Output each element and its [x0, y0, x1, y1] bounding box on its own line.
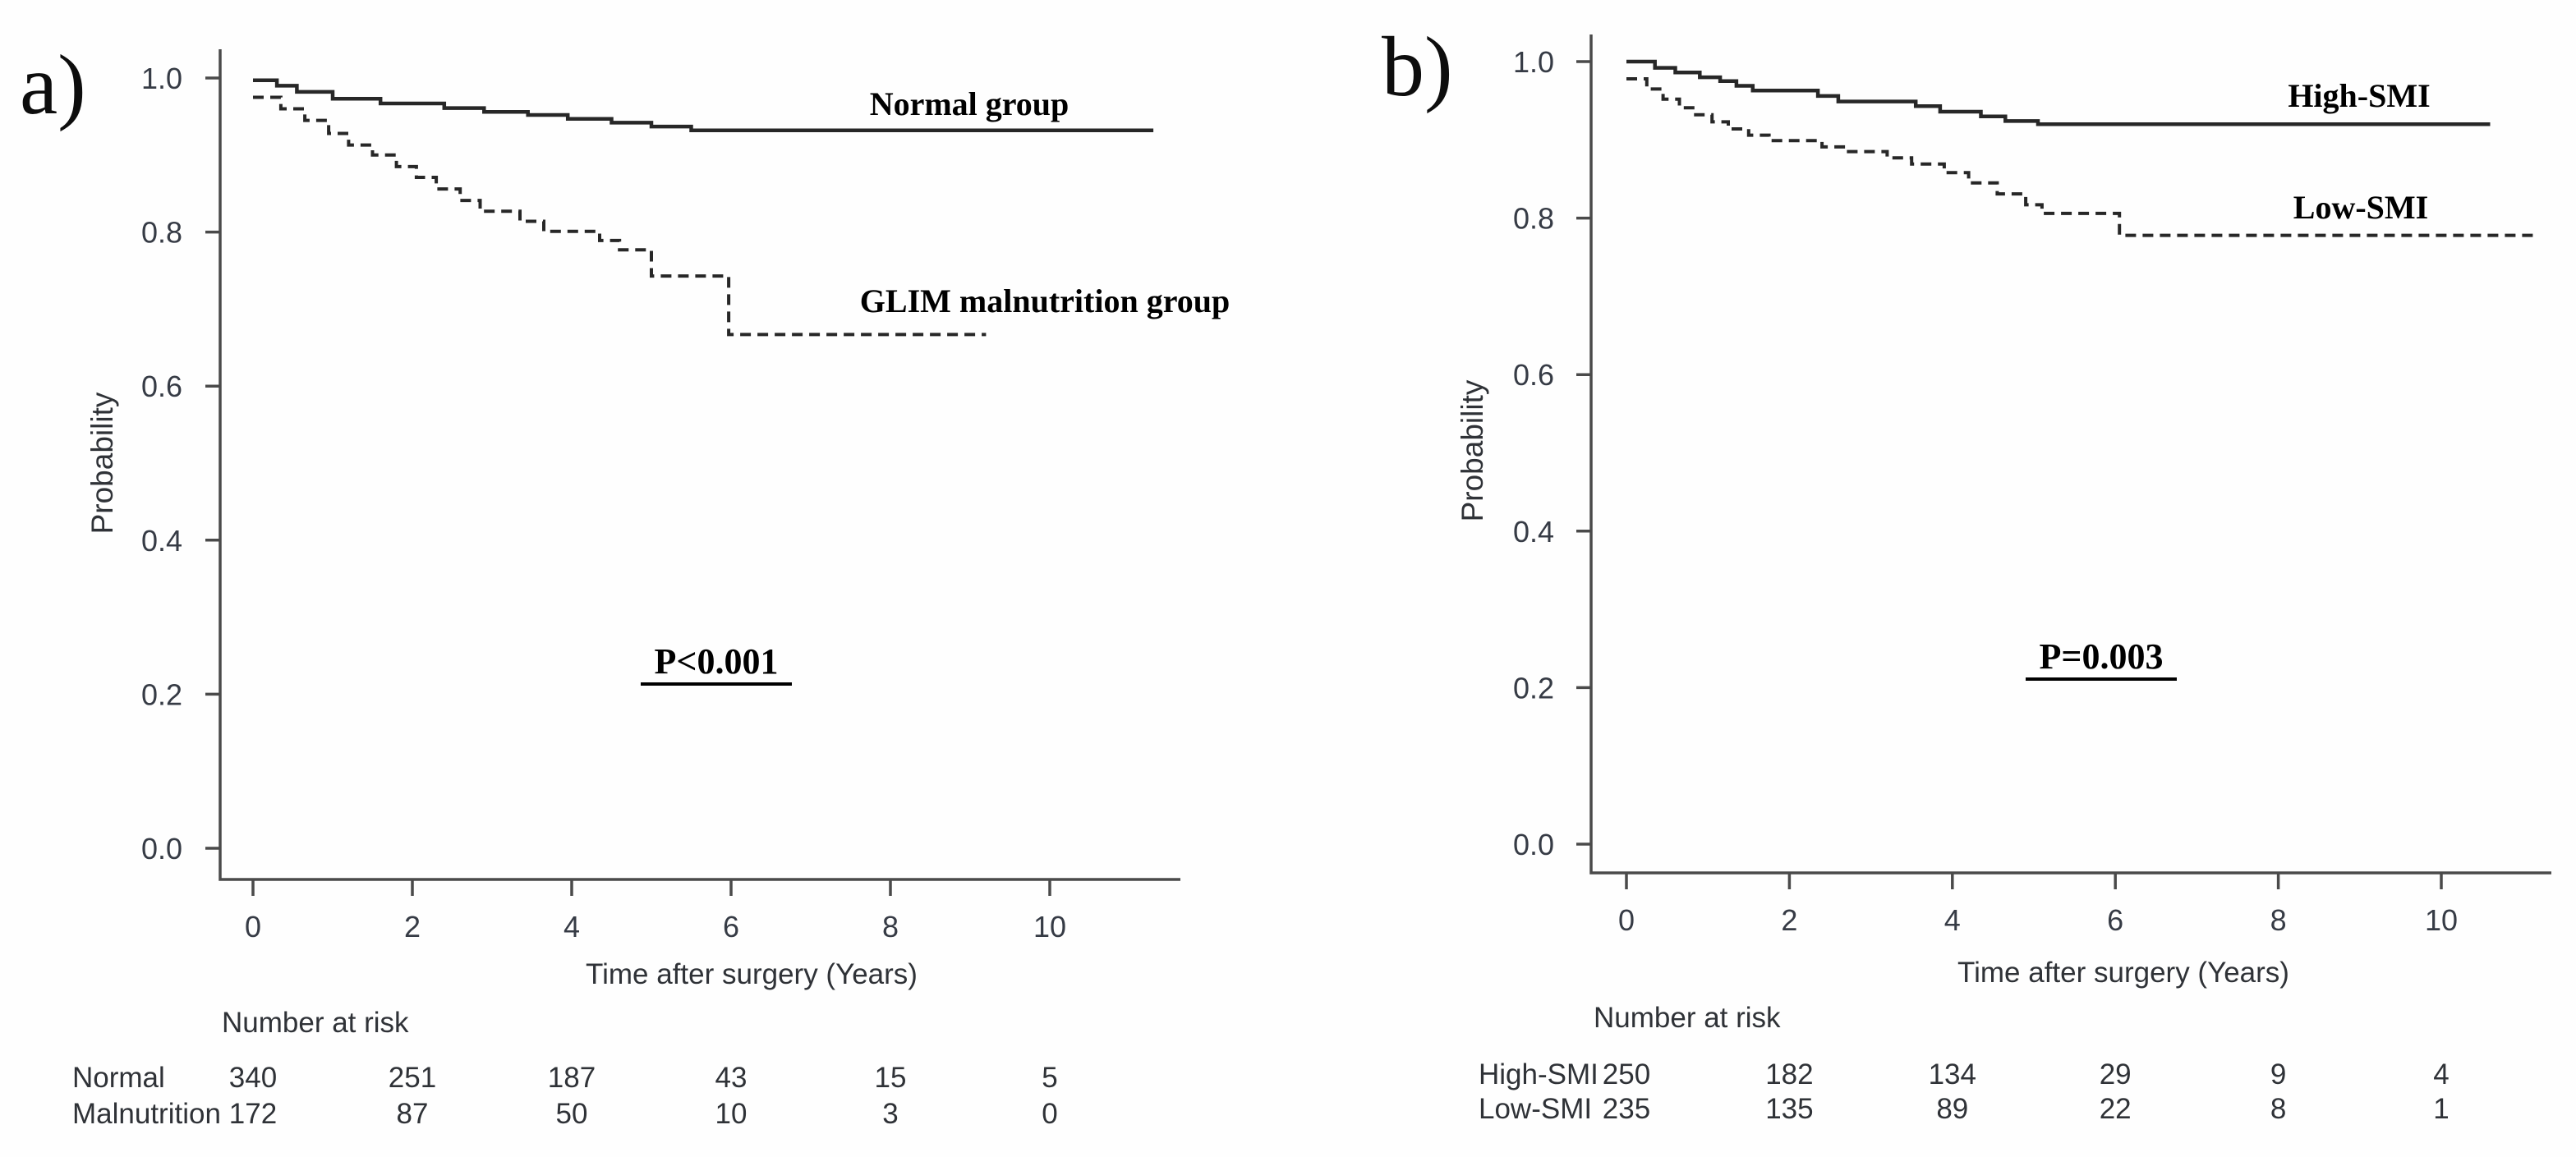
- x-tick-label: 0: [245, 910, 261, 944]
- survival-curve-solid: [1626, 59, 2491, 126]
- x-tick-label: 6: [2107, 903, 2123, 937]
- risk-count: 235: [1603, 1093, 1650, 1125]
- axes-lines: [218, 49, 1180, 881]
- risk-row-label: Malnutrition: [72, 1098, 221, 1130]
- risk-count: 87: [397, 1098, 429, 1130]
- panel-b-chart: 1.0 0.8 0.6 0.4 0.2 0.0 0 2 4 6 8 10 Time after surg…: [1456, 34, 2551, 1125]
- x-tick-label: 10: [2425, 903, 2458, 937]
- risk-count: 0: [1042, 1098, 1057, 1130]
- risk-count: 50: [556, 1098, 588, 1130]
- y-axis-title: Probability: [85, 392, 119, 534]
- y-tick-label: 0.6: [1513, 358, 1554, 392]
- x-tick-label: 2: [404, 910, 421, 944]
- risk-count: 182: [1765, 1058, 1813, 1090]
- panel-a-chart: 1.0 0.8 0.6 0.4 0.2 0.0 0 2 4 6 8 10 Time after surg…: [72, 49, 1230, 1130]
- risk-count: 135: [1765, 1093, 1813, 1125]
- y-tick-label: 0.0: [1513, 828, 1554, 861]
- risk-count: 251: [389, 1062, 436, 1094]
- risk-count: 172: [229, 1098, 277, 1130]
- legend-label: Normal group: [870, 85, 1070, 122]
- y-tick-label: 0.2: [1513, 671, 1554, 705]
- y-tick-label: 0.4: [1513, 515, 1554, 549]
- risk-count: 8: [2270, 1093, 2286, 1125]
- risk-count: 43: [715, 1062, 748, 1094]
- risk-row-label: High-SMI: [1479, 1058, 1598, 1090]
- risk-count: 187: [548, 1062, 596, 1094]
- x-tick-label: 4: [564, 910, 580, 944]
- risk-count: 89: [1936, 1093, 1968, 1125]
- y-tick-label: 0.0: [141, 832, 182, 865]
- risk-count: 250: [1603, 1058, 1650, 1090]
- y-tick-label: 0.2: [141, 677, 182, 711]
- risk-count: 340: [229, 1062, 277, 1094]
- y-tick-label: 0.6: [141, 370, 182, 403]
- survival-curve-dashed: [1626, 77, 2536, 237]
- x-tick-label: 8: [2270, 903, 2287, 937]
- risk-count: 29: [2100, 1058, 2132, 1090]
- p-value-annotation: P<0.001: [655, 641, 779, 682]
- y-tick-label: 1.0: [1513, 45, 1554, 79]
- risk-table-header: Number at risk: [1594, 1002, 1781, 1034]
- panel-a-label: a): [20, 38, 86, 132]
- legend-label: GLIM malnutrition group: [860, 282, 1230, 319]
- risk-row-label: Low-SMI: [1479, 1093, 1592, 1125]
- risk-count: 3: [882, 1098, 898, 1130]
- risk-count: 4: [2433, 1058, 2449, 1090]
- axes-lines: [1589, 34, 2551, 875]
- x-tick-label: 2: [1781, 903, 1797, 937]
- x-tick-label: 6: [723, 910, 739, 944]
- y-tick-label: 0.8: [1513, 202, 1554, 236]
- y-tick-label: 0.8: [141, 216, 182, 250]
- risk-count: 10: [715, 1098, 748, 1130]
- survival-curve-solid: [253, 78, 1154, 133]
- legend-label: High-SMI: [2288, 77, 2430, 114]
- x-tick-label: 4: [1944, 903, 1961, 937]
- survival-curve-dashed: [253, 95, 987, 337]
- x-tick-label: 0: [1618, 903, 1635, 937]
- p-value-annotation: P=0.003: [2040, 636, 2164, 677]
- risk-row-label: Normal: [72, 1062, 165, 1094]
- legend-label: Low-SMI: [2293, 189, 2428, 226]
- y-tick-label: 0.4: [141, 524, 182, 558]
- x-tick-label: 10: [1033, 910, 1066, 944]
- risk-count: 1: [2433, 1093, 2449, 1125]
- risk-count: 15: [875, 1062, 907, 1094]
- x-tick-label: 8: [882, 910, 899, 944]
- y-axis-title: Probability: [1456, 379, 1489, 521]
- x-axis-title: Time after surgery (Years): [586, 958, 918, 990]
- risk-count: 22: [2100, 1093, 2132, 1125]
- y-tick-label: 1.0: [141, 62, 182, 95]
- risk-table-header: Number at risk: [222, 1007, 409, 1039]
- risk-count: 5: [1042, 1062, 1057, 1094]
- x-axis-title: Time after surgery (Years): [1957, 957, 2289, 989]
- panel-b-label: b): [1382, 20, 1453, 114]
- risk-count: 9: [2270, 1058, 2286, 1090]
- risk-count: 134: [1929, 1058, 1976, 1090]
